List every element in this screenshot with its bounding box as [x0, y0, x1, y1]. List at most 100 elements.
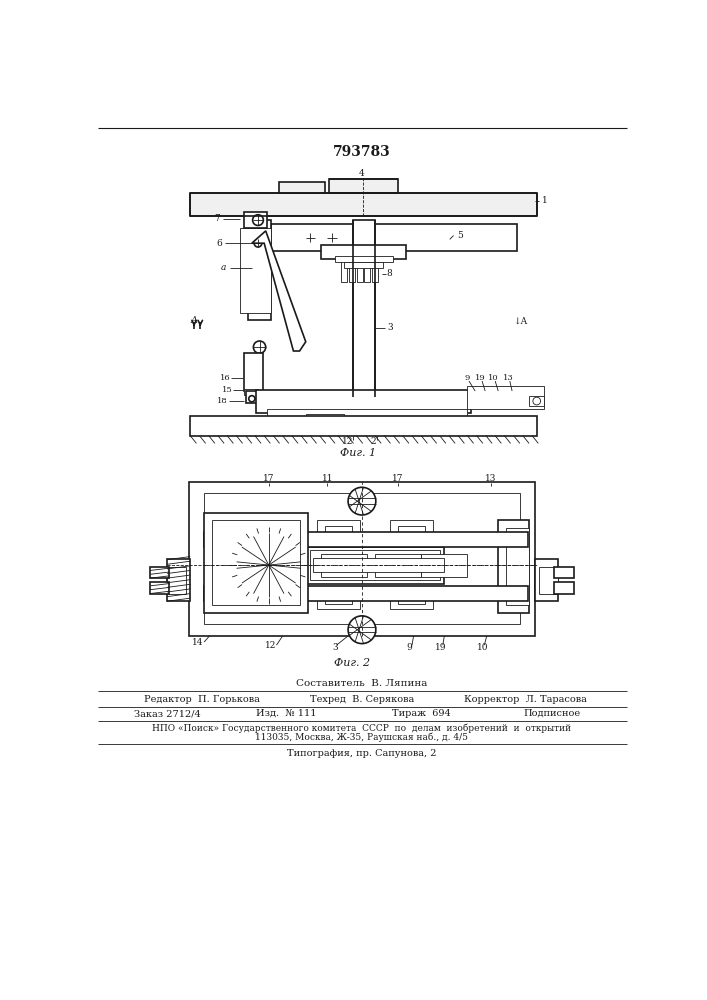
- Bar: [498, 520, 529, 613]
- Text: 19: 19: [475, 374, 486, 382]
- Bar: [212, 520, 300, 605]
- Text: 6: 6: [216, 239, 223, 248]
- Text: Подписное: Подписное: [524, 709, 580, 718]
- Text: 16: 16: [220, 374, 230, 382]
- Bar: [248, 224, 271, 243]
- Bar: [539, 567, 559, 594]
- Bar: [150, 582, 170, 594]
- Circle shape: [253, 341, 266, 353]
- Text: ↓А: ↓А: [513, 317, 527, 326]
- Bar: [421, 554, 467, 577]
- Bar: [310, 550, 440, 580]
- Text: Типография, пр. Сапунова, 2: Типография, пр. Сапунова, 2: [287, 749, 437, 758]
- Bar: [246, 391, 261, 403]
- Text: А: А: [191, 316, 197, 325]
- Bar: [341, 251, 347, 282]
- Text: 13: 13: [485, 474, 496, 483]
- Text: 4: 4: [359, 169, 365, 178]
- Bar: [190, 416, 537, 436]
- Circle shape: [426, 563, 431, 567]
- Circle shape: [348, 616, 376, 644]
- Text: 9: 9: [464, 374, 470, 382]
- Bar: [390, 592, 433, 609]
- Bar: [375, 554, 421, 577]
- Bar: [398, 526, 425, 532]
- Text: 7: 7: [214, 214, 220, 223]
- Bar: [372, 251, 378, 282]
- Text: 11: 11: [322, 474, 333, 483]
- Bar: [256, 389, 472, 413]
- Text: 17: 17: [263, 474, 274, 483]
- Bar: [364, 251, 370, 282]
- Text: Тираж  694: Тираж 694: [392, 709, 450, 718]
- Bar: [167, 559, 190, 601]
- Text: 113035, Москва, Ж-35, Раушская наб., д. 4/5: 113035, Москва, Ж-35, Раушская наб., д. …: [255, 733, 469, 742]
- Bar: [554, 567, 573, 578]
- Bar: [279, 182, 325, 193]
- Bar: [204, 532, 527, 547]
- Bar: [349, 251, 355, 282]
- Bar: [356, 251, 363, 282]
- Bar: [321, 554, 368, 577]
- Bar: [305, 547, 444, 584]
- Bar: [244, 353, 264, 391]
- Bar: [305, 414, 344, 420]
- Text: 10: 10: [489, 374, 499, 382]
- Bar: [335, 256, 393, 262]
- Bar: [506, 528, 529, 605]
- Bar: [244, 212, 267, 228]
- Circle shape: [348, 487, 376, 515]
- Bar: [204, 586, 527, 601]
- Bar: [204, 513, 308, 613]
- Circle shape: [247, 544, 291, 587]
- Bar: [248, 224, 267, 232]
- Text: Фиг. 1: Фиг. 1: [340, 448, 376, 458]
- Text: 1: 1: [542, 196, 547, 205]
- Bar: [398, 597, 425, 604]
- Text: 18: 18: [217, 397, 228, 405]
- Circle shape: [252, 215, 264, 225]
- Bar: [240, 228, 271, 312]
- Bar: [475, 389, 537, 403]
- Text: 10: 10: [477, 643, 489, 652]
- Text: 14: 14: [192, 638, 204, 647]
- Text: Корректор  Л. Тарасова: Корректор Л. Тарасова: [464, 695, 587, 704]
- Text: 13: 13: [503, 374, 513, 382]
- Text: 3: 3: [387, 323, 393, 332]
- Bar: [190, 193, 537, 216]
- Circle shape: [249, 396, 255, 402]
- Bar: [325, 526, 352, 532]
- Circle shape: [254, 239, 262, 247]
- Bar: [554, 582, 573, 594]
- Text: 17: 17: [392, 474, 404, 483]
- Text: Фиг. 2: Фиг. 2: [334, 658, 370, 668]
- Text: 19: 19: [435, 643, 446, 652]
- Text: 12: 12: [342, 437, 354, 446]
- Circle shape: [234, 530, 303, 600]
- Text: Составитель  В. Ляпина: Составитель В. Ляпина: [296, 679, 428, 688]
- Bar: [248, 220, 271, 320]
- Text: Изд.  № 111: Изд. № 111: [256, 709, 317, 718]
- Bar: [467, 386, 544, 409]
- Bar: [321, 245, 406, 259]
- Bar: [535, 559, 559, 601]
- Bar: [189, 482, 535, 636]
- Bar: [150, 567, 170, 578]
- Polygon shape: [252, 231, 305, 351]
- Text: 3: 3: [332, 643, 338, 652]
- Text: а: а: [221, 263, 226, 272]
- Text: НПО «Поиск» Государственного комитета  СССР  по  делам  изобретений  и  открытий: НПО «Поиск» Государственного комитета СС…: [153, 724, 571, 733]
- Text: Заказ 2712/4: Заказ 2712/4: [134, 709, 201, 718]
- Text: 793783: 793783: [333, 145, 391, 159]
- Text: Редактор  П. Горькова: Редактор П. Горькова: [144, 695, 259, 704]
- Circle shape: [533, 397, 541, 405]
- Bar: [267, 409, 467, 416]
- Bar: [325, 597, 352, 604]
- Text: 15: 15: [222, 385, 233, 393]
- Text: 5: 5: [457, 231, 462, 240]
- Circle shape: [362, 563, 366, 567]
- Text: 2: 2: [370, 437, 376, 446]
- Bar: [390, 520, 433, 537]
- Bar: [204, 493, 520, 624]
- Text: 8: 8: [386, 269, 392, 278]
